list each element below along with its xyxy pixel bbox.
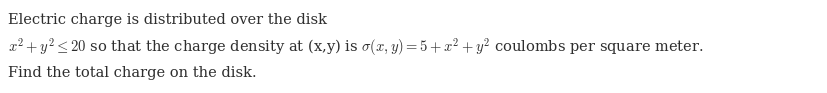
Text: Find the total charge on the disk.: Find the total charge on the disk. [8,66,256,80]
Text: Electric charge is distributed over the disk: Electric charge is distributed over the … [8,13,327,27]
Text: $x^2 + y^2 \leq 20$ so that the charge density at (x,y) is $\sigma(x, y) = 5 + x: $x^2 + y^2 \leq 20$ so that the charge d… [8,36,703,57]
